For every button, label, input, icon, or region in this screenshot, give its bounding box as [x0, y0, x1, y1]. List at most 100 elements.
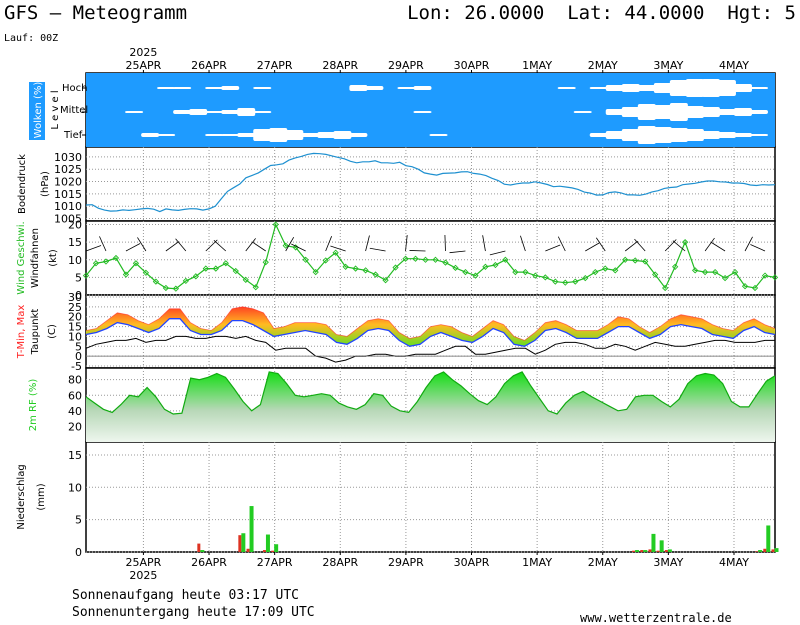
ytick-pressure-1: 1010: [54, 200, 82, 213]
cloud-tief-36: [653, 127, 672, 143]
cloud-mittel-38: [685, 106, 704, 118]
cloud-mittel-41: [733, 108, 752, 116]
date-label-top-9: 4MAY: [719, 59, 749, 72]
wind-point-64: [721, 274, 729, 282]
wind-point-43: [512, 268, 519, 276]
cloud-hoch-37: [669, 80, 688, 96]
date-label-top-0: 25APR: [126, 59, 162, 72]
date-label-bottom-4: 29APR: [388, 556, 424, 569]
ytick-wind-3: 15: [68, 236, 82, 249]
wind-barb-4: [125, 243, 141, 252]
cloud-mittel-3: [125, 111, 144, 113]
ytick-temperature-6: 25: [68, 301, 82, 314]
ytick-precip-1: 5: [75, 514, 82, 527]
ytick-temperature-2: 5: [75, 340, 82, 353]
ytick-temperature-4: 15: [68, 321, 82, 334]
cloud-tief-34: [621, 129, 640, 141]
wind-point-15: [232, 267, 239, 275]
wind-barb-68: [750, 244, 766, 252]
precip-bar-green-0: [200, 550, 205, 552]
wind-point-41: [492, 261, 499, 269]
precip-bar-red-4: [271, 550, 275, 552]
cloud-hoch-39: [701, 79, 720, 97]
cloud-tief-22: [429, 134, 448, 136]
wind-point-67: [751, 284, 759, 292]
wind-barb-52: [595, 237, 606, 252]
wind-point-47: [552, 278, 559, 285]
date-label-bottom-1: 26APR: [191, 556, 227, 569]
precip-bar-red-12: [771, 549, 775, 552]
ytick-precip-3: 15: [68, 449, 82, 462]
ytick-wind-1: 5: [75, 271, 82, 284]
ytick-pressure-2: 1015: [54, 188, 82, 201]
wind-point-0: [82, 272, 90, 279]
precip-bar-green-9: [667, 549, 672, 552]
cloud-mittel-36: [653, 105, 672, 119]
precip-bar-red-10: [755, 551, 759, 552]
cloud-mittel-33: [605, 109, 624, 115]
wind-point-5: [132, 260, 140, 267]
ylabel-pressure: Bodendruck: [17, 154, 28, 214]
wind-point-23: [312, 268, 319, 276]
cloud-tief-42: [749, 134, 768, 136]
wind-point-53: [612, 267, 619, 274]
year-label-bottom: 2025: [129, 569, 157, 582]
ytick-rh-2: 60: [68, 389, 82, 402]
wind-point-40: [482, 263, 489, 270]
cloud-tief-17: [349, 133, 368, 137]
wind-point-7: [152, 278, 160, 285]
chart-title: GFS — Meteogramm: [4, 2, 188, 24]
cloud-mittel-31: [573, 111, 592, 113]
wind-point-4: [122, 271, 130, 278]
cloud-hoch-11: [253, 87, 272, 89]
ylabel3-temperature: (C): [47, 324, 58, 339]
panel-frame-pressure: [85, 146, 776, 222]
ytick-pressure-0: 1005: [54, 213, 82, 226]
cloud-tief-14: [301, 133, 320, 137]
wind-point-49: [572, 278, 579, 285]
wind-point-17: [252, 284, 259, 291]
cloud-tief-10: [237, 133, 256, 137]
precip-bar-red-6: [640, 550, 644, 552]
date-label-top-5: 30APR: [454, 59, 490, 72]
wind-barb-64: [711, 242, 726, 252]
precip-bar-green-12: [774, 548, 779, 552]
cloud-hoch-5: [157, 87, 176, 89]
wind-point-48: [562, 279, 569, 286]
precip-bar-green-7: [651, 533, 656, 552]
wind-point-36: [442, 259, 449, 266]
precip-bar-red-1: [238, 535, 242, 552]
ylabel2-wind: Windfahnen: [30, 228, 41, 288]
cloud-hoch-38: [685, 79, 704, 97]
wind-barb-28: [365, 235, 370, 252]
source-website: www.wetterzentrale.de: [580, 611, 732, 625]
precip-bar-green-8: [659, 540, 664, 552]
date-label-bottom-7: 2MAY: [588, 556, 618, 569]
wind-point-51: [592, 268, 599, 276]
wind-point-63: [711, 268, 719, 276]
precip-bar-green-10: [758, 550, 763, 552]
precip-bar-red-8: [656, 550, 660, 552]
cloud-tief-8: [205, 134, 224, 136]
date-label-top-3: 28APR: [322, 59, 358, 72]
rh-area: [86, 371, 775, 442]
ylabel-temperature: T-Min, Max: [16, 305, 27, 360]
wind-point-42: [502, 256, 509, 263]
wind-barb-22: [291, 243, 306, 252]
tmin-line: [85, 318, 776, 347]
wind-point-18: [262, 259, 269, 266]
precip-bar-red-11: [763, 548, 767, 552]
cloud-tief-33: [605, 131, 624, 139]
cloud-hoch-36: [653, 83, 672, 93]
wind-barb-6: [137, 237, 147, 252]
wind-point-3: [112, 254, 120, 262]
cloud-hoch-18: [365, 86, 384, 90]
cloud-hoch-35: [637, 85, 656, 91]
wind-point-56: [642, 258, 649, 265]
cloud-mittel-10: [237, 108, 256, 116]
cloud-hoch-9: [221, 86, 240, 90]
date-label-bottom-2: 27APR: [257, 556, 293, 569]
sunset-text: Sonnenuntergang heute 17:09 UTC: [72, 605, 315, 620]
ytick-temperature-3: 10: [68, 330, 82, 343]
ytick-temperature-0: -5: [71, 360, 82, 373]
